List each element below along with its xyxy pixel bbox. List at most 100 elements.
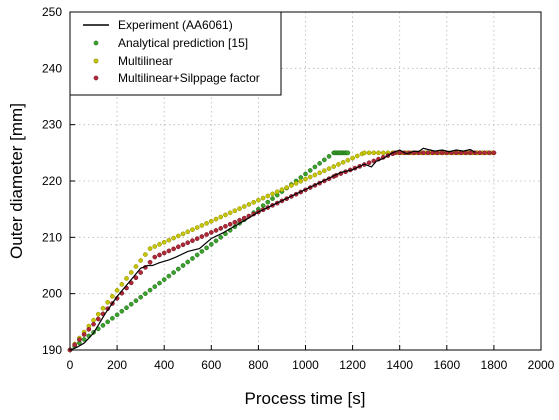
legend-label-analytical: Analytical prediction [15] — [118, 36, 248, 50]
multilinear-point — [237, 206, 242, 211]
multilinear-point — [298, 178, 304, 184]
analytical-prediction-point — [124, 305, 129, 311]
multilinear-point — [350, 155, 355, 161]
multilinear-silppage-point — [397, 150, 403, 156]
analytical-prediction-point — [326, 154, 332, 159]
multilinear-silppage-point — [152, 254, 158, 260]
multilinear-point — [307, 174, 313, 180]
y-tick-label: 190 — [42, 343, 62, 357]
multilinear-point — [354, 153, 360, 159]
multilinear-point — [362, 150, 367, 156]
multilinear-point — [345, 157, 351, 163]
multilinear-silppage-point — [91, 321, 96, 327]
multilinear-point — [171, 235, 176, 241]
multilinear-silppage-point — [420, 150, 426, 156]
multilinear-silppage-point — [81, 332, 87, 337]
multilinear-silppage-point — [166, 248, 172, 254]
analytical-prediction-point — [100, 323, 106, 328]
multilinear-point — [152, 244, 158, 249]
multilinear-point — [194, 225, 200, 230]
analytical-prediction-point — [161, 277, 167, 282]
multilinear-point — [133, 264, 139, 269]
multilinear-point — [157, 242, 162, 247]
analytical-prediction-point — [133, 298, 139, 304]
legend-marker-multilinear — [93, 58, 99, 64]
multilinear-silppage-point — [194, 236, 200, 241]
multilinear-point — [199, 223, 205, 228]
multilinear-silppage-point — [147, 259, 153, 265]
analytical-prediction-point — [157, 280, 162, 286]
analytical-prediction-point — [110, 315, 115, 321]
multilinear-point — [180, 231, 186, 237]
multilinear-silppage-point — [366, 160, 372, 166]
multilinear-point — [274, 189, 280, 195]
multilinear-silppage-point — [133, 275, 139, 281]
multilinear-silppage-point — [482, 150, 487, 156]
multilinear-point — [161, 239, 167, 245]
multilinear-point — [331, 164, 337, 169]
multilinear-silppage-point — [468, 150, 473, 156]
y-tick-label: 240 — [42, 61, 62, 75]
multilinear-point — [371, 150, 377, 156]
y-tick-label: 220 — [42, 174, 62, 188]
x-tick-label: 1800 — [481, 358, 508, 372]
multilinear-silppage-point — [223, 223, 228, 229]
multilinear-point — [114, 288, 120, 293]
multilinear-silppage-point — [171, 246, 176, 252]
multilinear-point — [100, 305, 106, 311]
multilinear-point — [265, 193, 271, 199]
x-tick-label: 600 — [201, 358, 221, 372]
multilinear-point — [227, 210, 233, 216]
multilinear-silppage-point — [227, 221, 233, 227]
multilinear-point — [366, 150, 372, 156]
legend: Experiment (AA6061) Analytical predictio… — [69, 11, 282, 96]
multilinear-point — [119, 282, 125, 287]
multilinear-silppage-point — [185, 240, 191, 246]
multilinear-point — [223, 212, 228, 218]
analytical-prediction-point — [171, 270, 176, 275]
multilinear-point — [340, 159, 346, 165]
multilinear-point — [246, 202, 252, 207]
multilinear-silppage-point — [439, 150, 445, 156]
multilinear-silppage-point — [161, 250, 167, 256]
multilinear-silppage-point — [425, 150, 431, 156]
multilinear-point — [270, 191, 275, 197]
multilinear-point — [190, 227, 195, 233]
multilinear-point — [256, 197, 261, 203]
multilinear-point — [138, 258, 143, 263]
analytical-prediction-point — [194, 252, 200, 258]
x-tick-label: 1600 — [433, 358, 460, 372]
multilinear-silppage-point — [218, 226, 224, 231]
multilinear-point — [124, 276, 129, 281]
analytical-prediction-point — [270, 196, 275, 201]
multilinear-point — [185, 229, 191, 235]
x-axis-title: Process time [s] — [245, 389, 366, 408]
multilinear-point — [293, 181, 299, 186]
multilinear-point — [260, 195, 266, 201]
y-tick-label: 210 — [42, 230, 62, 244]
multilinear-point — [232, 208, 238, 214]
analytical-prediction-point — [175, 266, 181, 272]
multilinear-silppage-point — [72, 342, 78, 348]
analytical-prediction-point — [147, 287, 153, 293]
multilinear-silppage-point — [86, 326, 92, 332]
multilinear-point — [241, 204, 247, 209]
analytical-prediction-point — [185, 259, 191, 265]
plot-area — [67, 147, 497, 353]
multilinear-silppage-point — [208, 230, 214, 235]
multilinear-point — [284, 185, 290, 190]
y-axis-title: Outer diameter [mm] — [7, 103, 26, 259]
analytical-prediction-point — [208, 242, 214, 247]
analytical-prediction-point — [114, 312, 120, 318]
analytical-prediction-point — [307, 168, 313, 173]
multilinear-point — [166, 237, 172, 243]
legend-box — [69, 11, 282, 96]
multilinear-silppage-point — [190, 238, 195, 244]
multilinear-point — [317, 170, 322, 176]
analytical-prediction-point — [204, 245, 209, 251]
multilinear-point — [213, 216, 219, 222]
x-tick-label: 200 — [107, 358, 127, 372]
analytical-prediction-point — [260, 203, 266, 208]
